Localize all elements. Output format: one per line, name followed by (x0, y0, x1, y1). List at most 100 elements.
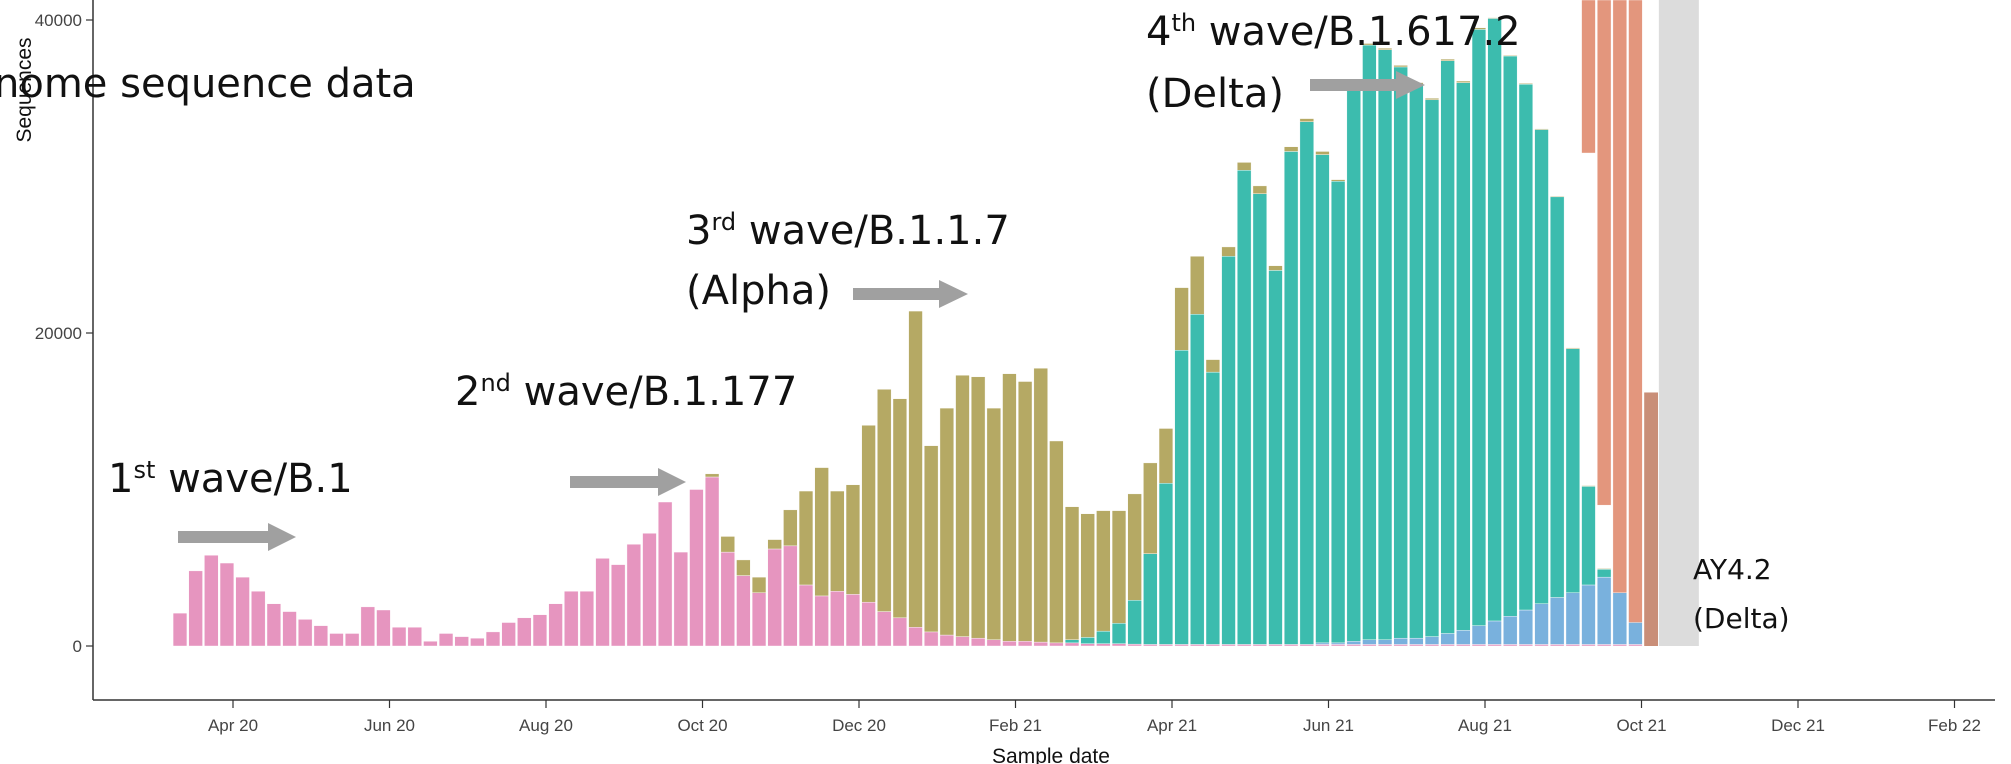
bar-b1 (626, 544, 641, 647)
bar-alpha (1550, 195, 1565, 198)
bar-b1 (392, 627, 407, 647)
bar-omicron (1612, 0, 1627, 593)
bar-b1 (1111, 643, 1127, 647)
bars-layer (172, 0, 1699, 647)
bar-ay42 (1377, 639, 1393, 645)
bar-b1 (877, 611, 892, 647)
y-ticks: 0 20000 40000 (35, 11, 93, 656)
y-tick-label: 40000 (35, 11, 82, 30)
bar-ay42 (1534, 603, 1549, 645)
bar-b1 (1018, 641, 1033, 647)
bar-delta (1315, 154, 1330, 644)
bar-b1 (1362, 644, 1377, 647)
bar-omicron (1628, 0, 1643, 623)
bar-alpha (1471, 27, 1487, 30)
bar-b1 (1221, 644, 1236, 647)
svg-text:1st wave/B.1: 1st wave/B.1 (108, 456, 353, 502)
bar-b1 (579, 591, 595, 647)
bar-alpha (1534, 128, 1549, 130)
bar-provisional (1659, 0, 1674, 646)
bar-omicron (1597, 0, 1612, 506)
bar-alpha (1456, 80, 1471, 83)
bar-delta (1330, 180, 1346, 644)
bar-delta (1080, 637, 1095, 644)
bar-b1 (548, 603, 563, 647)
bar-b1 (1471, 644, 1487, 647)
bar-delta (1377, 49, 1393, 640)
bar-delta (1252, 193, 1267, 645)
bar-b1 (1346, 644, 1361, 647)
bar-b1 (1033, 641, 1048, 647)
bar-ay42 (1503, 616, 1518, 645)
bar-ay42 (1409, 637, 1424, 645)
bar-delta (1205, 371, 1221, 645)
bar-b1 (282, 611, 297, 647)
wave4-arrow-icon (1310, 71, 1425, 99)
bar-alpha (736, 559, 751, 576)
bar-b1 (1174, 644, 1189, 647)
bar-b1 (1550, 644, 1565, 647)
x-tick-label: Jun 21 (1303, 716, 1354, 735)
bar-b1 (924, 631, 939, 647)
bar-alpha (1393, 65, 1408, 68)
bar-b1 (971, 637, 986, 647)
bar-b1 (1503, 644, 1518, 647)
bar-delta (1550, 196, 1565, 598)
bar-delta (1362, 44, 1377, 640)
wave2-arrow-icon (570, 468, 686, 496)
bar-alpha (814, 467, 829, 597)
svg-text:2nd wave/B.1.177: 2nd wave/B.1.177 (455, 369, 797, 415)
bar-b1 (501, 622, 516, 647)
bar-delta (1064, 639, 1080, 644)
bar-b1 (1409, 644, 1424, 647)
bar-b1 (783, 545, 798, 647)
bar-ay42 (1597, 576, 1612, 645)
bar-b1 (689, 489, 704, 647)
bar-b1 (1487, 644, 1502, 647)
bar-b1 (485, 631, 501, 647)
bar-alpha (1158, 428, 1174, 484)
bar-alpha (1174, 287, 1189, 351)
bar-alpha (1237, 162, 1252, 171)
bar-delta (1518, 83, 1534, 611)
ay42-annotation: AY4.2 (Delta) (1693, 553, 1790, 635)
bar-b1 (1205, 644, 1221, 647)
bar-alpha (1190, 256, 1205, 315)
bar-alpha (1049, 440, 1064, 644)
bar-delta (1299, 121, 1314, 645)
bar-delta (1565, 348, 1580, 593)
bar-b1 (1299, 644, 1314, 647)
bar-alpha (1064, 506, 1080, 640)
bar-alpha (830, 490, 845, 592)
bar-alpha (1581, 485, 1596, 487)
bar-alpha (1565, 347, 1580, 349)
bar-b1 (188, 570, 203, 647)
bar-alpha (1518, 83, 1534, 85)
x-tick-label: Oct 20 (677, 716, 727, 735)
x-axis-title: Sample date (992, 745, 1110, 764)
bar-b1 (1237, 644, 1252, 647)
bar-delta (1409, 83, 1424, 639)
x-tick-label: Apr 21 (1147, 716, 1197, 735)
bar-b1 (1377, 644, 1393, 647)
bar-ay42 (1315, 642, 1330, 645)
bar-b1 (532, 614, 548, 647)
svg-text:(Delta): (Delta) (1693, 602, 1790, 635)
bar-b1 (830, 591, 845, 647)
bar-alpha (1096, 510, 1111, 632)
bar-b1 (1268, 644, 1283, 647)
bar-delta (1158, 483, 1174, 645)
x-tick-label: Aug 20 (519, 716, 573, 735)
y-tick-label: 20000 (35, 324, 82, 343)
bar-b1 (1581, 644, 1596, 647)
bar-b1 (736, 575, 751, 647)
bar-delta (1393, 66, 1408, 639)
bar-b1 (1534, 644, 1549, 647)
svg-text:4th wave/B.1.617.2: 4th wave/B.1.617.2 (1146, 9, 1521, 55)
bar-b1 (611, 564, 626, 647)
bar-delta (1597, 569, 1612, 578)
bar-delta (1424, 99, 1440, 637)
bar-b1 (1565, 644, 1580, 647)
bar-alpha (877, 389, 892, 612)
bar-b1 (986, 639, 1001, 647)
